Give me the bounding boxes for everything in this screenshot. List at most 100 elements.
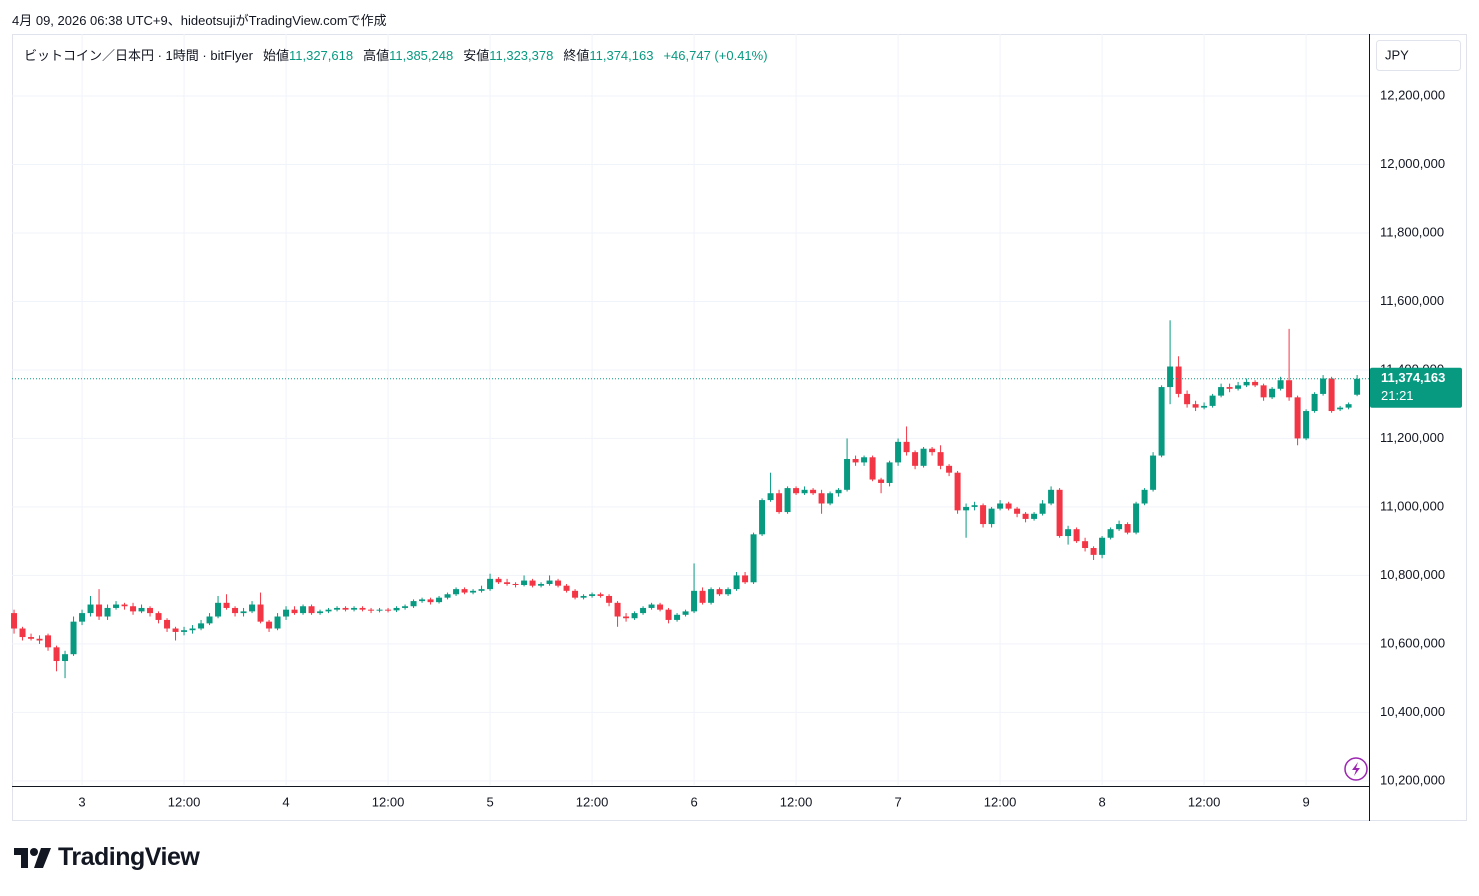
y-tick-label: 10,200,000 — [1380, 772, 1445, 787]
ohlc-value: 11,374,163 — [589, 48, 654, 63]
candle-body — [334, 607, 341, 610]
candle-body — [920, 448, 927, 466]
candle-body — [1141, 489, 1148, 504]
candle-body — [563, 585, 570, 591]
candle-body — [87, 604, 94, 614]
candle-body — [1099, 537, 1106, 555]
candle-body — [623, 616, 630, 619]
candle-body — [291, 609, 298, 614]
candle-body — [495, 578, 502, 583]
candle-body — [614, 602, 621, 617]
candle-body — [988, 508, 995, 525]
x-tick-label: 12:00 — [168, 794, 201, 809]
ohlc-label: 始値 — [262, 48, 289, 63]
ohlc-label: 高値 — [363, 48, 390, 63]
alert-bolt — [1352, 762, 1360, 776]
candle-body — [912, 452, 919, 466]
candle-body — [130, 606, 137, 612]
candle-body — [521, 580, 528, 586]
currency-box[interactable] — [1376, 40, 1461, 71]
candle-body — [682, 611, 689, 615]
candle-body — [869, 457, 876, 480]
y-tick-label: 10,400,000 — [1380, 704, 1445, 719]
candle-body — [1167, 366, 1174, 388]
candle-body — [1209, 395, 1216, 406]
candle-body — [572, 590, 579, 598]
candle-body — [784, 488, 791, 513]
candle-body — [1294, 397, 1301, 439]
x-tick-label: 12:00 — [372, 794, 405, 809]
currency[interactable]: JPY — [1385, 47, 1409, 62]
y-tick-label: 10,600,000 — [1380, 635, 1445, 650]
candle-body — [716, 589, 723, 595]
candle-body — [801, 489, 808, 494]
candle-body — [45, 635, 52, 648]
candle-body — [453, 589, 460, 595]
candle-body — [266, 621, 273, 629]
candle-body — [1192, 404, 1199, 408]
candle-body — [487, 578, 494, 590]
candle-body — [36, 638, 43, 641]
candle-body — [929, 448, 936, 453]
candle-body — [1082, 541, 1089, 549]
candle-body — [818, 493, 825, 504]
candle-body — [1107, 529, 1114, 538]
candle-body — [53, 647, 60, 662]
candle-body — [113, 604, 120, 608]
candle-body — [1031, 513, 1038, 519]
candle-body — [308, 606, 315, 614]
ohlc-value: 11,327,618 — [288, 48, 354, 63]
symbol: ビットコイン／日本円 · 1時間 · bitFlyer — [24, 48, 253, 63]
candle-body — [1320, 378, 1327, 394]
y-tick-label: 12,000,000 — [1380, 156, 1445, 171]
x-tick-label: 12:00 — [1188, 794, 1221, 809]
candle-body — [759, 500, 766, 535]
candle-body — [359, 607, 366, 610]
candle-body — [1311, 393, 1318, 412]
candle-body — [903, 441, 910, 453]
legend: ビットコイン／日本円 · 1時間 · bitFlyer 始値11,327,618 高… — [24, 45, 778, 64]
x-tick-label: 12:00 — [576, 794, 609, 809]
candle-body — [767, 493, 774, 501]
candle-body — [240, 611, 247, 614]
candle-body — [62, 654, 69, 662]
candle-body — [1184, 393, 1191, 405]
candle-body — [640, 607, 647, 614]
candle-body — [776, 493, 783, 513]
candle-body — [198, 623, 205, 629]
candle-body — [827, 493, 834, 504]
candle-body — [1065, 529, 1072, 537]
candle-body — [189, 628, 196, 631]
candle-body — [402, 606, 409, 608]
candle-body — [631, 613, 638, 619]
y-tick-label: 11,200,000 — [1380, 430, 1444, 445]
x-tick-label: 6 — [690, 794, 697, 809]
y-tick-label: 11,600,000 — [1380, 293, 1444, 308]
candle-body — [147, 607, 154, 614]
candle-body — [793, 488, 800, 494]
candle-body — [138, 607, 145, 612]
candle-body — [878, 479, 885, 483]
last-price-box — [1370, 367, 1462, 408]
candle-body — [844, 458, 851, 490]
candle-body — [1005, 503, 1012, 509]
candle-body — [436, 597, 443, 603]
candle-body — [665, 609, 672, 620]
y-tick-label: 10,800,000 — [1380, 567, 1445, 582]
candle-body — [1124, 524, 1131, 533]
candle-body — [393, 607, 400, 611]
chart-frame — [12, 34, 1467, 821]
candle-body — [1056, 489, 1063, 537]
candle-body — [342, 607, 349, 610]
candle-body — [504, 582, 511, 584]
candle-body — [546, 580, 553, 584]
candle-body — [1269, 388, 1276, 398]
caption: 4月 09, 2026 06:38 UTC+9、hideotsujiがTradi… — [12, 13, 387, 28]
candle-body — [172, 628, 179, 632]
x-tick-label: 3 — [78, 794, 85, 809]
candle-body — [1235, 385, 1242, 389]
candle-body — [597, 594, 604, 596]
candle-body — [1345, 404, 1352, 408]
y-tick-label: 11,000,000 — [1380, 498, 1444, 513]
